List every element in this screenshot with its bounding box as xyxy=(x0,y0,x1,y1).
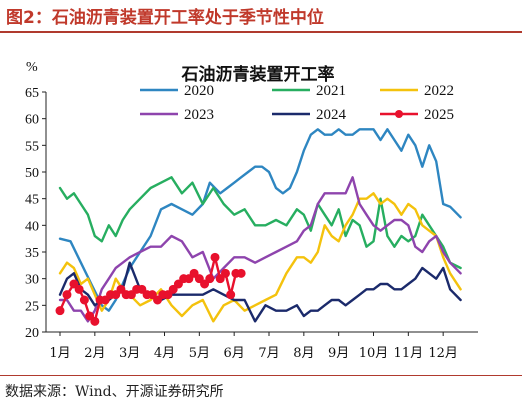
legend-marker-2025 xyxy=(395,110,403,118)
data-point-2025 xyxy=(173,279,183,289)
data-point-2025 xyxy=(137,284,147,294)
y-tick-label: 50 xyxy=(25,166,39,181)
x-tick-label: 6月 xyxy=(224,346,245,361)
figure-title: 图2：石油沥青装置开工率处于季节性中位 xyxy=(6,8,324,28)
legend-label-2025: 2025 xyxy=(424,107,454,123)
data-point-2025 xyxy=(194,274,204,284)
data-point-2025 xyxy=(215,274,225,284)
data-point-2025 xyxy=(220,268,230,278)
data-point-2025 xyxy=(189,268,199,278)
legend-label-2020: 2020 xyxy=(184,83,214,99)
y-tick-label: 35 xyxy=(25,246,39,261)
x-tick-label: 3月 xyxy=(119,346,140,361)
data-point-2025 xyxy=(163,290,173,300)
series-line-2023 xyxy=(58,176,462,323)
data-point-2025 xyxy=(100,295,110,305)
y-tick-label: 55 xyxy=(25,139,39,154)
x-tick-label: 9月 xyxy=(328,346,349,361)
x-tick-label: 1月 xyxy=(49,346,70,361)
data-point-2025 xyxy=(210,252,220,262)
legend-label-2022: 2022 xyxy=(424,83,454,99)
chart-title: 石油沥青装置开工率 xyxy=(181,64,335,85)
series-line-2021 xyxy=(58,176,462,270)
data-point-2025 xyxy=(153,295,163,305)
y-tick-label: 20 xyxy=(25,326,39,341)
source-note: 数据来源：Wind、开源证券研究所 xyxy=(5,384,224,400)
data-point-2025 xyxy=(236,268,246,278)
data-point-2025 xyxy=(116,284,126,294)
y-tick-label: 30 xyxy=(25,273,39,288)
data-point-2025 xyxy=(90,316,100,326)
x-tick-label: 7月 xyxy=(258,346,279,361)
title-rule xyxy=(0,31,522,33)
x-tick-label: 2月 xyxy=(84,346,105,361)
data-point-2025 xyxy=(69,279,79,289)
data-point-2025 xyxy=(79,295,89,305)
y-tick-label: 40 xyxy=(25,219,39,234)
data-point-2025 xyxy=(62,290,72,300)
data-point-2025 xyxy=(147,290,157,300)
data-point-2025 xyxy=(168,284,178,294)
series-line-2020 xyxy=(58,128,462,312)
chart-lines xyxy=(55,128,462,326)
data-point-2025 xyxy=(184,274,194,284)
y-tick-label: 60 xyxy=(25,113,39,128)
x-tick-label: 10月 xyxy=(359,346,389,361)
x-tick-label: 5月 xyxy=(189,346,210,361)
data-point-2025 xyxy=(205,274,215,284)
y-axis-unit: % xyxy=(26,60,38,75)
y-tick-label: 45 xyxy=(25,193,39,208)
legend-label-2021: 2021 xyxy=(316,83,346,99)
y-tick-label: 25 xyxy=(25,299,39,314)
data-point-2025 xyxy=(111,290,121,300)
data-point-2025 xyxy=(85,311,95,321)
chart-legend: 2020 2021 2022 2023 2024 2025 xyxy=(140,83,454,123)
series-line-2022 xyxy=(58,192,462,323)
x-tick-label: 12月 xyxy=(428,346,458,361)
legend-label-2023: 2023 xyxy=(184,107,214,123)
x-tick-label: 8月 xyxy=(293,346,314,361)
x-tick-label: 4月 xyxy=(154,346,175,361)
x-tick-label: 11月 xyxy=(394,346,424,361)
data-point-2025 xyxy=(74,284,84,294)
legend-label-2024: 2024 xyxy=(316,107,347,123)
data-point-2025 xyxy=(200,279,210,289)
source-rule xyxy=(0,375,522,376)
data-point-2025 xyxy=(226,290,236,300)
y-tick-label: 65 xyxy=(25,86,39,101)
data-point-2025 xyxy=(55,306,65,316)
data-point-2025 xyxy=(126,290,136,300)
